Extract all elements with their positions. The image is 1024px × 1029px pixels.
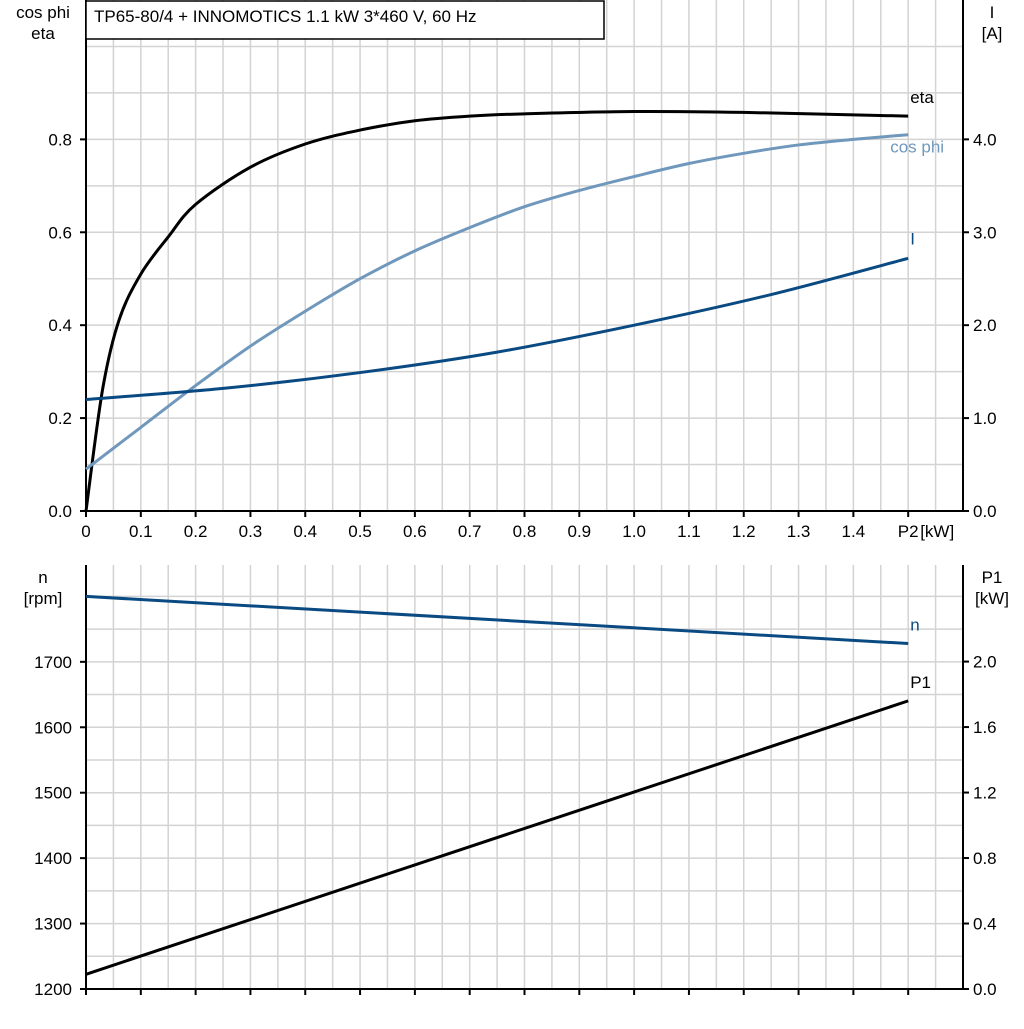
y-tick-label-right: 0.4 xyxy=(973,915,997,934)
y-tick-label-left: 0.2 xyxy=(48,409,72,428)
series-label-cos-phi: cos phi xyxy=(890,138,944,157)
y-tick-label-left: 1600 xyxy=(34,718,72,737)
y-axis-label-left: [rpm] xyxy=(24,589,63,608)
series-line-n xyxy=(85,594,909,646)
y-tick-label-left: 0.8 xyxy=(48,130,72,149)
y-axis-label-right: [kW] xyxy=(975,589,1009,608)
x-tick-label: 1.2 xyxy=(732,522,756,541)
x-tick-label: 0.7 xyxy=(458,522,482,541)
x-tick-label: 0.9 xyxy=(567,522,591,541)
series-label-p1: P1 xyxy=(910,673,931,692)
y-tick-label-left: 1300 xyxy=(34,915,72,934)
x-tick-label: 1.3 xyxy=(787,522,811,541)
x-tick-label: 0.4 xyxy=(293,522,317,541)
x-tick-label: 0.6 xyxy=(403,522,427,541)
x-tick-label-p2: P2 xyxy=(898,522,919,541)
y-axis-label-left: cos phi xyxy=(16,3,70,22)
chart-panel-2: 1200 1300 1400 1500 1600 1700 0.0 0.4 0.8 1.2 1.6 2… xyxy=(24,565,1009,999)
series-line-eta xyxy=(84,109,909,512)
y-tick-label-left: 0.4 xyxy=(48,316,72,335)
y-tick-label-left: 1400 xyxy=(34,849,72,868)
y-tick-label-left: 0.0 xyxy=(48,502,72,521)
y-tick-label-right: 4.0 xyxy=(973,130,997,149)
y-tick-label-right: 0.0 xyxy=(973,980,997,999)
x-tick-label: 0 xyxy=(81,522,90,541)
title-box xyxy=(85,0,605,40)
y-tick-label-right: 0.8 xyxy=(973,849,997,868)
y-tick-label-right: 1.0 xyxy=(973,409,997,428)
y-tick-label-left: 1700 xyxy=(34,653,72,672)
x-tick-label: 0.3 xyxy=(239,522,263,541)
y-axis-label-right: P1 xyxy=(982,568,1003,587)
y-tick-label-left: 1500 xyxy=(34,784,72,803)
y-tick-label-left: 1200 xyxy=(34,980,72,999)
y-tick-label-left: 0.6 xyxy=(48,223,72,242)
x-tick-label: 1.1 xyxy=(677,522,701,541)
y-tick-label-right: 1.6 xyxy=(973,718,997,737)
series-line-cos-phi xyxy=(85,133,909,471)
y-tick-label-right: 2.0 xyxy=(973,316,997,335)
y-axis-label-right: [A] xyxy=(982,24,1003,43)
y-tick-label-right: 1.2 xyxy=(973,784,997,803)
x-axis-unit: [kW] xyxy=(920,522,954,541)
y-tick-label-right: 3.0 xyxy=(973,223,997,242)
y-axis-label-left: n xyxy=(38,568,47,587)
series-line-i xyxy=(85,256,909,402)
series-label-eta: eta xyxy=(910,88,934,107)
y-tick-label-right: 0.0 xyxy=(973,502,997,521)
x-tick-label: 0.2 xyxy=(184,522,208,541)
y-axis-label-right: I xyxy=(990,3,995,22)
x-tick-label: 0.8 xyxy=(513,522,537,541)
series-label-n: n xyxy=(910,616,919,635)
chart-title: TP65-80/4 + INNOMOTICS 1.1 kW 3*460 V, 6… xyxy=(94,7,477,26)
x-tick-label: 0.1 xyxy=(129,522,153,541)
series-label-i: I xyxy=(910,229,915,248)
series-line-p1 xyxy=(85,699,909,976)
x-tick-label: 0.5 xyxy=(348,522,372,541)
y-axis-label-left: eta xyxy=(31,24,55,43)
x-tick-label: 1.4 xyxy=(842,522,866,541)
x-tick-label: 1.0 xyxy=(622,522,646,541)
chart-panel-1: 0.0 0.2 0.4 0.6 0.8 0.0 1.0 2.0 3.0 4.0 cos phi eta… xyxy=(16,0,1002,541)
y-tick-label-right: 2.0 xyxy=(973,653,997,672)
